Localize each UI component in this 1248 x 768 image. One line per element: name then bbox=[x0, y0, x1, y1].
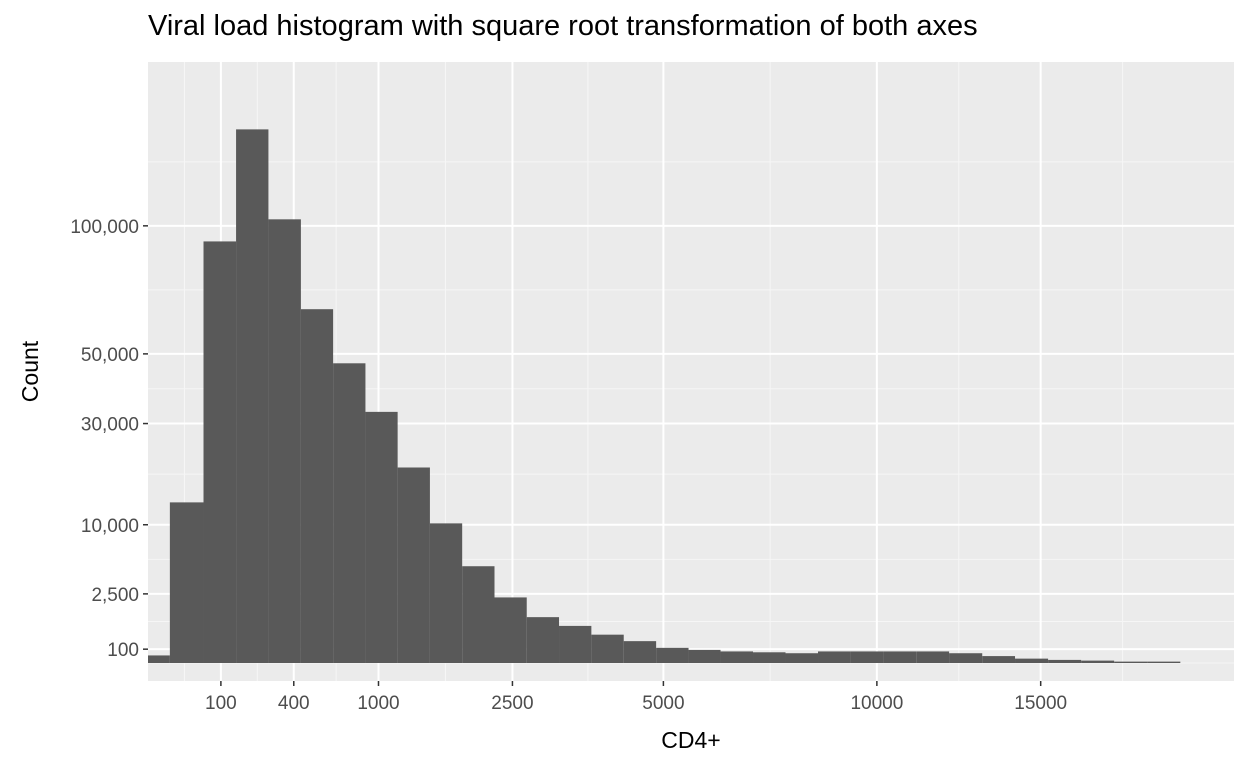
histogram-bar bbox=[688, 649, 721, 663]
y-tick-label: 10,000 bbox=[81, 516, 139, 537]
y-tick-label: 2,500 bbox=[91, 585, 139, 606]
chart-title: Viral load histogram with square root tr… bbox=[148, 10, 978, 42]
histogram-bar bbox=[982, 656, 1016, 663]
histogram-bar bbox=[656, 647, 689, 663]
histogram-bar bbox=[462, 566, 495, 663]
histogram-bar bbox=[494, 597, 527, 663]
x-axis-title: CD4+ bbox=[661, 727, 720, 753]
y-tick-label: 30,000 bbox=[81, 415, 139, 436]
histogram-bar bbox=[203, 241, 237, 663]
histogram-bar bbox=[169, 502, 204, 663]
histogram-bar bbox=[300, 309, 334, 663]
histogram-bar bbox=[623, 641, 657, 663]
histogram-bar bbox=[916, 651, 950, 663]
histogram-bar bbox=[949, 653, 983, 663]
histogram-bar bbox=[559, 625, 592, 663]
histogram-bar bbox=[1147, 661, 1181, 663]
y-tick-label: 100,000 bbox=[70, 217, 139, 238]
histogram-bar bbox=[883, 651, 917, 663]
y-axis-title: Count bbox=[17, 340, 43, 402]
x-tick-label: 2500 bbox=[491, 693, 533, 714]
histogram-bar bbox=[818, 651, 851, 663]
histogram-bars bbox=[148, 129, 1181, 664]
histogram-bar bbox=[753, 652, 786, 663]
x-tick-label: 400 bbox=[278, 693, 310, 714]
histogram-bar bbox=[526, 617, 560, 663]
histogram-bar bbox=[333, 363, 366, 663]
histogram-bar bbox=[785, 653, 819, 663]
x-tick-label: 100 bbox=[205, 693, 237, 714]
histogram-bar bbox=[720, 651, 754, 663]
histogram-bar bbox=[591, 634, 624, 663]
histogram-bar bbox=[850, 651, 884, 663]
histogram-bar bbox=[268, 219, 301, 664]
x-tick-label: 1000 bbox=[357, 693, 399, 714]
axes: 100 400 1000 2500 5000 10000 15000 100 2,500 10,0… bbox=[70, 217, 1067, 714]
histogram-bar bbox=[1114, 661, 1148, 663]
histogram-bar bbox=[236, 129, 269, 664]
y-tick-label: 100 bbox=[107, 640, 139, 661]
histogram-bar bbox=[1048, 659, 1082, 663]
histogram-bar bbox=[397, 467, 430, 663]
histogram-bar bbox=[365, 411, 398, 663]
histogram-bar bbox=[429, 523, 463, 663]
histogram-bar bbox=[148, 655, 170, 663]
histogram-bar bbox=[1081, 660, 1115, 663]
y-tick-label: 50,000 bbox=[81, 345, 139, 366]
histogram-bar bbox=[1015, 658, 1049, 663]
x-tick-label: 5000 bbox=[642, 693, 684, 714]
x-tick-label: 10000 bbox=[850, 693, 903, 714]
x-tick-label: 15000 bbox=[1014, 693, 1067, 714]
